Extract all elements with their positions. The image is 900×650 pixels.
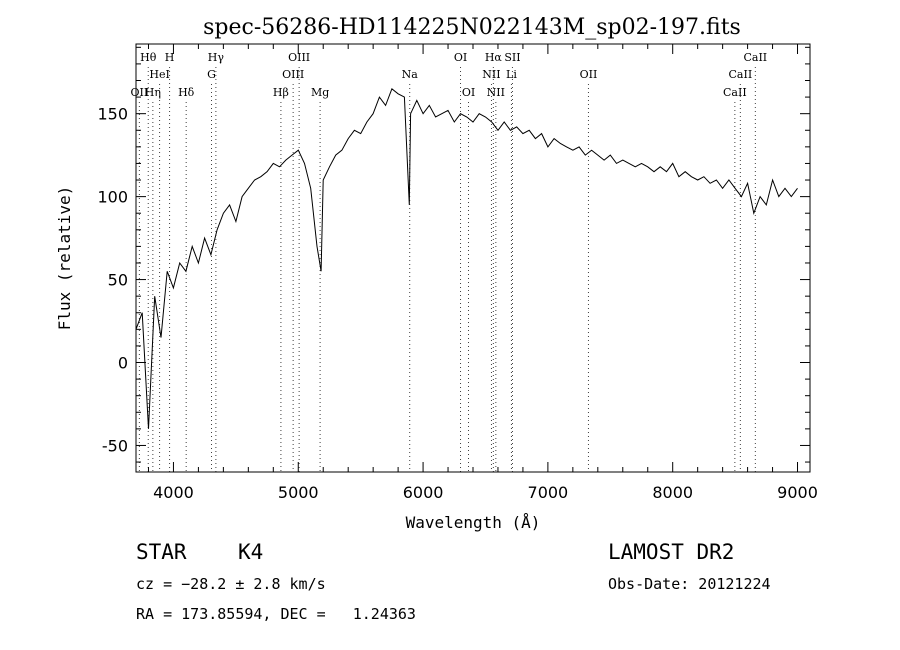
y-tick-label: -50 — [102, 436, 128, 455]
x-axis-label: Wavelength (Å) — [406, 513, 541, 532]
line-marker-label: Li — [506, 68, 517, 81]
chart-title: spec-56286-HD114225N022143M_sp02-197.fit… — [203, 15, 741, 40]
y-tick-label: 150 — [97, 105, 128, 124]
x-tick-label: 6000 — [403, 483, 444, 502]
x-tick-label: 9000 — [777, 483, 818, 502]
line-marker-label: NII — [487, 86, 505, 99]
y-axis-label: Flux (relative) — [55, 186, 74, 331]
line-marker-label: Hβ — [273, 86, 289, 99]
spectrum-series-line — [135, 87, 798, 429]
line-marker-label: OΙΙ — [131, 86, 149, 99]
sky-coordinates: RA = 173.85594, DEC = 1.24363 — [136, 605, 416, 623]
line-marker-label: Mg — [311, 86, 329, 99]
plot-frame — [135, 43, 811, 473]
x-axis: 4000 5000 6000 7000 8000 9000 — [147, 44, 818, 502]
line-marker-label: CaII — [743, 51, 767, 64]
line-marker-label: Hα — [485, 51, 503, 64]
line-marker-label: NII — [482, 68, 500, 81]
line-marker-label: CaII — [723, 86, 747, 99]
redshift-velocity: cz = −28.2 ± 2.8 km/s — [136, 575, 326, 593]
line-marker-label: OII — [580, 68, 598, 81]
line-marker-label: G — [207, 68, 216, 81]
line-marker-label: Na — [402, 68, 419, 81]
line-marker-label: SII — [504, 51, 520, 64]
line-marker-label: Hγ — [208, 51, 225, 64]
y-axis: -50 0 50 100 150 — [97, 46, 810, 463]
line-marker-label: OI — [454, 51, 467, 64]
line-marker-label: OI — [462, 86, 475, 99]
x-tick-label: 7000 — [528, 483, 569, 502]
spectral-subclass: K4 — [238, 540, 264, 564]
line-marker-label: H — [165, 51, 175, 64]
line-marker-label: OIII — [282, 68, 304, 81]
object-class: STAR — [136, 540, 187, 564]
x-tick-label: 4000 — [153, 483, 194, 502]
line-marker-label: Hη — [145, 86, 161, 99]
y-tick-label: 100 — [97, 188, 128, 207]
observation-date: Obs-Date: 20121224 — [608, 575, 771, 593]
line-markers: OΙΙ Hθ Hη HeI H Hδ Hγ G Hβ OIII OIII Mg Na OI OI NII Hα N… — [131, 51, 767, 472]
survey-name: LAMOST DR2 — [608, 540, 735, 564]
line-marker-label: OIII — [288, 51, 310, 64]
y-tick-label: 50 — [108, 271, 128, 290]
y-tick-label: 0 — [118, 354, 128, 373]
line-marker-label: CaII — [729, 68, 753, 81]
line-marker-label: Hθ — [140, 51, 157, 64]
x-tick-label: 5000 — [278, 483, 319, 502]
line-marker-label: HeI — [149, 68, 169, 81]
x-tick-label: 8000 — [652, 483, 693, 502]
line-marker-label: Hδ — [178, 86, 195, 99]
